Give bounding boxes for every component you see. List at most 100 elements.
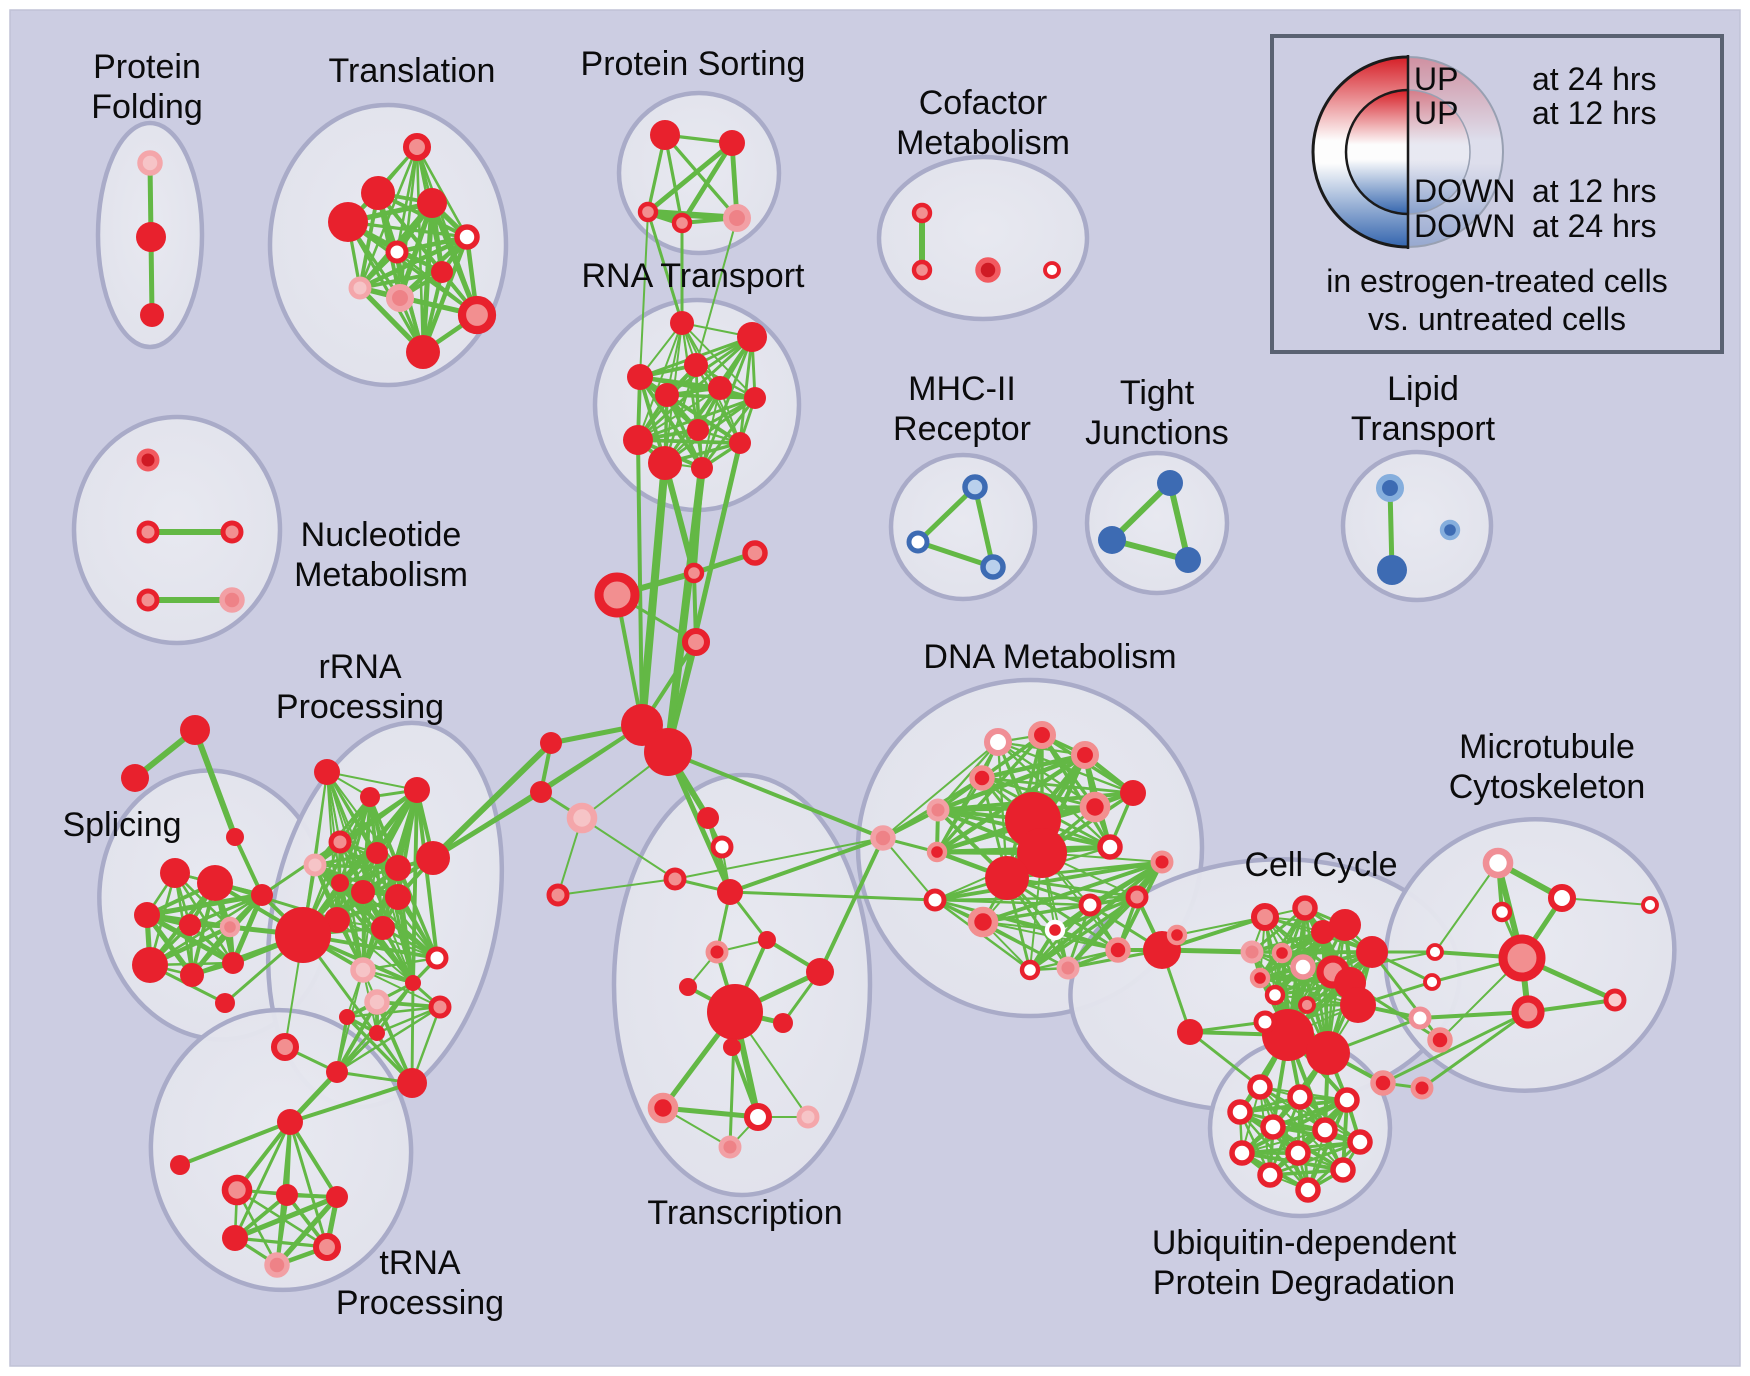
node-c7 (1271, 942, 1293, 964)
edge (1418, 1010, 1530, 1020)
edge (915, 539, 996, 570)
cluster-label-transcription: Transcription (647, 1194, 842, 1232)
node-t4 (328, 202, 368, 242)
node-h2 (644, 728, 692, 776)
edge (148, 893, 264, 967)
edge (639, 211, 649, 378)
node-m2 (1547, 883, 1577, 913)
edge (288, 1120, 339, 1199)
node-r18 (364, 989, 390, 1015)
node-ub10 (1330, 1157, 1356, 1183)
edge (430, 740, 554, 861)
edge (636, 438, 644, 727)
node-ub7 (1347, 1129, 1373, 1155)
node-h8 (530, 781, 552, 803)
legend-node-glyph (1311, 55, 1504, 249)
edge (935, 733, 1044, 854)
cluster-label-trna-processing: tRNA (379, 1244, 461, 1282)
edge (818, 836, 885, 974)
node-u2 (136, 520, 160, 544)
edge (638, 375, 704, 470)
node-n1 (670, 311, 694, 335)
node-r14 (275, 907, 331, 963)
edge (1040, 733, 1112, 849)
edge (694, 363, 742, 445)
node-q3 (980, 554, 1006, 580)
edge (935, 752, 1088, 813)
edge (233, 1236, 329, 1249)
node-sp8 (222, 952, 244, 974)
edge (338, 840, 400, 899)
node-sp10 (251, 884, 273, 906)
edge (674, 837, 884, 880)
node-d18 (1078, 893, 1102, 917)
node-m5 (1426, 943, 1444, 961)
cluster-label-lipid-transport: Lipid (1387, 370, 1459, 408)
node-c18 (1298, 996, 1316, 1014)
edge (274, 1194, 340, 1268)
node-m8 (1511, 995, 1545, 1029)
legend: UP at 24 hrs UP at 12 hrs DOWN at 12 hrs… (1270, 34, 1724, 354)
node-t6 (385, 240, 409, 264)
node-r1 (314, 759, 340, 785)
node-h10 (416, 841, 450, 875)
node-m6 (1423, 973, 1441, 991)
edge (361, 890, 439, 960)
cluster-label-mhc-ii-receptor: MHC-II (908, 370, 1016, 408)
node-d17 (967, 906, 999, 938)
edge (980, 776, 1135, 795)
cluster-label-mhc-ii-receptor: Receptor (893, 410, 1031, 448)
edge (979, 752, 1088, 781)
edge (1241, 1129, 1326, 1154)
node-f3 (975, 257, 1001, 283)
node-r10 (351, 880, 375, 904)
node-d14 (1150, 850, 1174, 874)
edge (345, 1015, 414, 1085)
node-d15 (923, 888, 947, 912)
node-m10 (1641, 896, 1659, 914)
node-d19 (1044, 919, 1066, 941)
node-r4 (328, 830, 352, 854)
node-w2 (170, 1155, 190, 1175)
node-ub11 (1257, 1162, 1283, 1188)
node-x1 (697, 807, 719, 829)
cluster-label-lipid-transport: Transport (1351, 410, 1496, 448)
node-r16 (425, 946, 449, 970)
node-j3 (1175, 547, 1201, 573)
edge (666, 750, 885, 840)
node-ub12 (1295, 1177, 1321, 1203)
node-r12 (324, 907, 350, 933)
node-r24 (270, 1032, 300, 1062)
node-s2 (719, 130, 745, 156)
node-r11 (385, 884, 411, 910)
node-h3 (683, 562, 705, 584)
node-t10 (457, 295, 497, 335)
cluster-label-translation: Translation (329, 52, 496, 90)
edge (288, 1081, 414, 1124)
node-c13 (1264, 984, 1286, 1006)
node-j2 (1098, 526, 1126, 554)
node-c16 (1306, 1031, 1350, 1075)
node-w8 (264, 1252, 290, 1278)
edge (410, 981, 415, 1085)
node-n8 (623, 425, 653, 455)
cluster-label-ubiquitin-degradation: Protein Degradation (1153, 1264, 1455, 1302)
node-j1 (1157, 470, 1183, 496)
node-q2 (906, 530, 930, 554)
edge (346, 220, 425, 354)
edge (357, 234, 470, 291)
cluster-label-rna-transport: RNA Transport (582, 257, 806, 295)
edge (728, 890, 937, 902)
edge (637, 387, 721, 441)
node-s4 (671, 212, 693, 234)
node-c12 (1249, 967, 1271, 989)
node-h9 (566, 802, 598, 834)
node-d21 (1056, 956, 1080, 980)
edge (1420, 1010, 1530, 1090)
node-x10 (773, 1013, 793, 1033)
edge (663, 133, 739, 220)
cluster-label-tight-junctions: Junctions (1085, 414, 1229, 452)
edge (358, 270, 444, 290)
node-sp1 (160, 858, 190, 888)
legend-row-dir: DOWN (1414, 208, 1515, 244)
